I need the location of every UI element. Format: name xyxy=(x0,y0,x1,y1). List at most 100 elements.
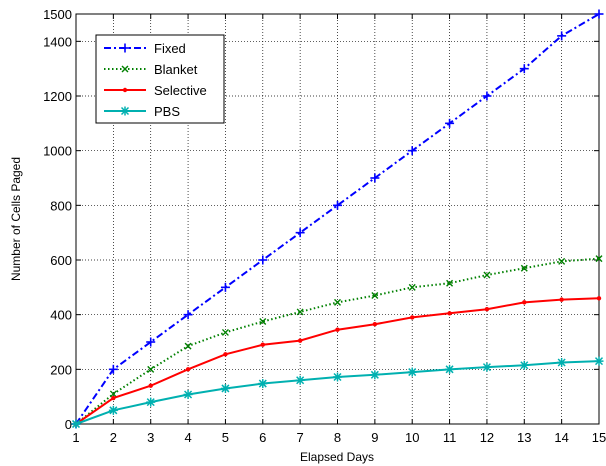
data-point xyxy=(372,322,378,327)
data-point xyxy=(594,9,604,19)
data-point xyxy=(147,365,155,373)
y-tick-label: 200 xyxy=(50,362,72,377)
data-point xyxy=(295,375,305,385)
data-point xyxy=(407,146,417,156)
x-tick-label: 9 xyxy=(371,430,378,445)
data-point xyxy=(446,279,454,287)
data-point xyxy=(519,64,529,74)
x-tick-label: 8 xyxy=(334,430,341,445)
data-point xyxy=(185,367,191,372)
x-tick-label: 14 xyxy=(554,430,568,445)
data-point xyxy=(557,31,567,41)
data-point xyxy=(596,296,602,301)
data-point xyxy=(296,308,304,316)
data-point xyxy=(259,318,267,325)
data-point xyxy=(258,255,268,265)
data-point xyxy=(146,397,156,407)
data-point xyxy=(445,364,455,374)
data-point xyxy=(108,364,118,374)
legend-item-fixed: Fixed xyxy=(104,41,186,56)
x-tick-label: 7 xyxy=(297,430,304,445)
y-axis-title: Number of Cells Paged xyxy=(9,157,23,281)
legend-item-blanket: Blanket xyxy=(104,62,198,77)
x-tick-label: 10 xyxy=(405,430,419,445)
data-point xyxy=(108,405,118,415)
y-tick-label: 800 xyxy=(50,198,72,213)
data-point xyxy=(410,315,415,320)
data-point xyxy=(148,383,153,388)
x-tick-label: 2 xyxy=(110,430,117,445)
data-point xyxy=(558,257,566,265)
data-point xyxy=(370,370,380,380)
axis-ticks: 1 2 3 4 5 6 7 8 9 10 11 12 13 14 150200400600800100012… xyxy=(43,7,606,445)
data-point xyxy=(220,383,230,393)
data-point xyxy=(407,367,417,377)
data-point xyxy=(594,356,604,366)
x-tick-label: 12 xyxy=(480,430,494,445)
series-line-fixed xyxy=(75,13,600,425)
legend-marker xyxy=(121,65,129,73)
data-point xyxy=(484,307,490,312)
data-point xyxy=(223,352,228,357)
data-point xyxy=(295,228,305,238)
legend-label: Fixed xyxy=(154,41,186,56)
data-point xyxy=(333,372,342,382)
data-point xyxy=(371,292,379,300)
legend: Fixed Blanket Selective PBS xyxy=(95,34,225,124)
data-point xyxy=(260,342,265,347)
x-tick-label: 6 xyxy=(259,430,266,445)
y-tick-label: 1400 xyxy=(43,34,72,49)
data-point xyxy=(482,91,492,101)
legend-item-pbs: PBS xyxy=(104,104,180,119)
data-point xyxy=(109,390,117,398)
y-tick-label: 600 xyxy=(50,253,72,268)
data-point xyxy=(557,358,567,367)
grid-lines xyxy=(76,14,599,424)
data-point xyxy=(519,360,529,370)
x-tick-label: 15 xyxy=(592,430,606,445)
data-point xyxy=(483,271,491,279)
data-point xyxy=(520,264,528,272)
x-tick-label: 1 xyxy=(72,430,79,445)
data-point xyxy=(183,310,193,320)
data-point xyxy=(595,255,603,263)
y-tick-label: 1200 xyxy=(43,89,72,104)
y-tick-label: 400 xyxy=(50,308,72,323)
x-axis-title: Elapsed Days xyxy=(300,450,374,464)
legend-marker xyxy=(120,106,130,116)
data-point xyxy=(559,297,564,302)
data-point xyxy=(184,342,192,350)
series-pbs xyxy=(71,356,604,429)
legend-marker xyxy=(122,87,128,93)
legend-label: PBS xyxy=(154,104,180,119)
data-point xyxy=(221,328,229,336)
x-tick-label: 3 xyxy=(147,430,154,445)
legend-label: Selective xyxy=(154,83,207,98)
y-tick-label: 1500 xyxy=(43,7,72,22)
series-group xyxy=(71,9,604,429)
data-point xyxy=(522,300,527,305)
data-point xyxy=(482,362,492,372)
x-tick-label: 11 xyxy=(443,430,457,445)
legend-item-selective: Selective xyxy=(104,83,207,98)
data-point xyxy=(297,338,303,343)
y-tick-label: 1000 xyxy=(43,144,72,159)
data-point xyxy=(220,282,230,292)
data-point xyxy=(111,395,116,401)
y-tick-label: 0 xyxy=(65,417,72,432)
x-tick-label: 4 xyxy=(184,430,191,445)
series-selective xyxy=(73,296,602,427)
x-tick-label: 13 xyxy=(517,430,531,445)
data-point xyxy=(333,200,342,210)
data-point xyxy=(408,283,416,291)
legend-marker xyxy=(120,43,130,53)
data-point xyxy=(445,118,455,128)
series-fixed xyxy=(71,9,604,429)
data-point xyxy=(334,298,341,306)
legend-label: Blanket xyxy=(154,62,198,77)
data-point xyxy=(146,337,156,347)
data-point xyxy=(258,379,268,389)
data-point xyxy=(370,173,380,183)
data-point xyxy=(447,311,452,316)
